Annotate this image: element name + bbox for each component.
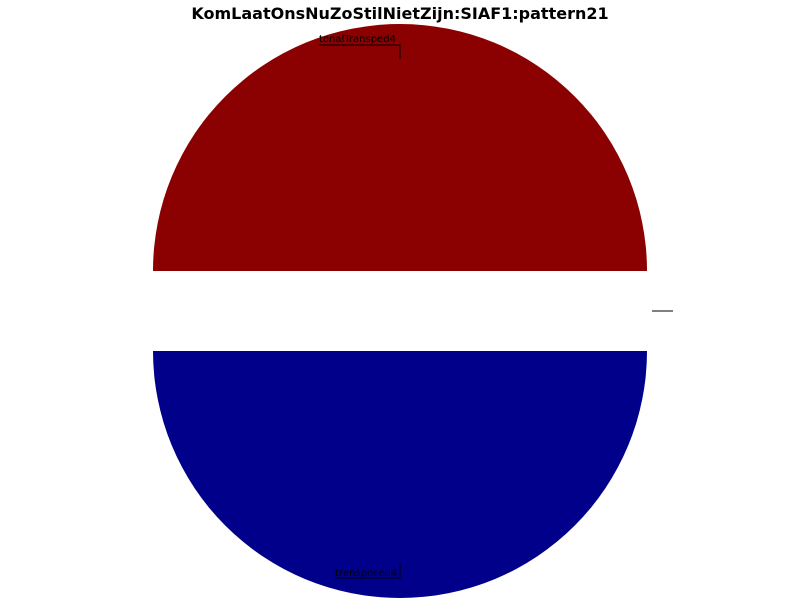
- slice-label-group-top: tonalTransped4: [319, 34, 401, 59]
- chart-title: KomLaatOnsNuZoStilNietZijn:SIAF1:pattern…: [191, 4, 608, 23]
- leader-line-top: [319, 44, 401, 59]
- pie-slices: [153, 24, 647, 598]
- pie-slice-tonal-transped4: [153, 24, 647, 271]
- leader-line-bottom: [335, 563, 401, 579]
- slice-label-group-bottom: transposed4: [335, 563, 401, 579]
- slice-label-transposed4: transposed4: [335, 568, 397, 579]
- slice-label-tonal-transped4: tonalTransped4: [319, 34, 396, 45]
- pie-slice-transposed4: [153, 351, 647, 598]
